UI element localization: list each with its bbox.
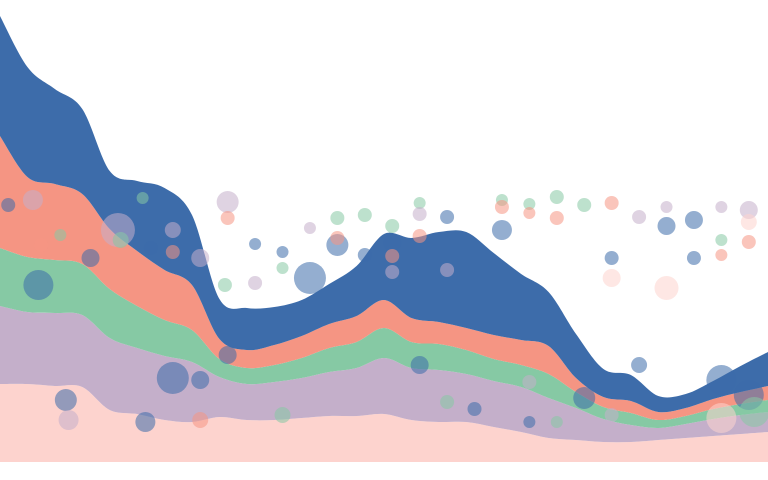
bubble-point-20 bbox=[192, 412, 209, 428]
bubble-point-34 bbox=[330, 231, 345, 245]
bubble-point-46 bbox=[440, 210, 455, 224]
stream-layer-3 bbox=[0, 248, 768, 429]
bubble-point-62 bbox=[604, 196, 619, 210]
bubble-point-75 bbox=[715, 249, 728, 261]
bubble-point-42 bbox=[413, 197, 426, 209]
bubble-point-3 bbox=[22, 190, 43, 210]
bubble-point-36 bbox=[357, 248, 372, 262]
bubble-point-35 bbox=[357, 208, 372, 222]
bubble-point-63 bbox=[604, 251, 619, 265]
bubble-point-16 bbox=[165, 245, 180, 259]
bubble-point-68 bbox=[660, 201, 673, 213]
bubble-point-18 bbox=[191, 249, 210, 267]
bubble-point-76 bbox=[706, 365, 737, 395]
bubble-point-32 bbox=[330, 211, 345, 225]
bubble-point-60 bbox=[577, 198, 592, 212]
bubble-point-5 bbox=[23, 270, 54, 300]
bubble-point-27 bbox=[276, 246, 289, 258]
bubble-point-40 bbox=[385, 249, 400, 263]
bubble-point-9 bbox=[81, 249, 100, 267]
bubble-point-70 bbox=[654, 276, 679, 300]
bubble-point-71 bbox=[686, 251, 701, 265]
bubble-point-24 bbox=[218, 346, 237, 364]
bubble-markers bbox=[1, 190, 768, 433]
bubble-point-48 bbox=[440, 395, 455, 409]
bubble-point-41 bbox=[385, 265, 400, 279]
bubble-point-55 bbox=[522, 375, 537, 389]
bubble-point-6 bbox=[54, 229, 67, 241]
bubble-point-72 bbox=[684, 211, 703, 229]
bubble-point-21 bbox=[216, 191, 239, 213]
bubble-point-15 bbox=[164, 222, 181, 238]
bubble-point-17 bbox=[156, 362, 189, 394]
bubble-point-69 bbox=[657, 217, 676, 235]
bubble-point-51 bbox=[494, 200, 509, 214]
bubble-point-14 bbox=[135, 412, 156, 432]
bubble-point-30 bbox=[293, 262, 326, 294]
bubble-point-66 bbox=[632, 210, 647, 224]
bubble-point-54 bbox=[523, 207, 536, 219]
bubble-point-56 bbox=[523, 416, 536, 428]
bubble-point-57 bbox=[549, 190, 564, 204]
bubble-point-11 bbox=[112, 232, 129, 248]
bubble-point-39 bbox=[383, 234, 402, 252]
bubble-point-4 bbox=[34, 238, 49, 252]
stream-layer-1 bbox=[0, 383, 768, 462]
bubble-point-77 bbox=[706, 403, 737, 433]
bubble-point-80 bbox=[741, 235, 756, 249]
bubble-point-29 bbox=[274, 407, 291, 423]
bubble-point-23 bbox=[217, 278, 232, 292]
bubble-point-58 bbox=[549, 211, 564, 225]
bubble-point-43 bbox=[412, 207, 427, 221]
bubble-point-45 bbox=[410, 356, 429, 374]
bubble-point-44 bbox=[412, 229, 427, 243]
bubble-point-52 bbox=[491, 220, 512, 240]
bubble-point-7 bbox=[54, 389, 77, 411]
bubble-point-19 bbox=[191, 371, 210, 389]
bubble-point-2 bbox=[7, 254, 20, 266]
bubble-point-13 bbox=[143, 241, 158, 255]
bubble-point-65 bbox=[604, 408, 619, 422]
stream-layers bbox=[0, 16, 768, 462]
bubble-point-31 bbox=[303, 222, 316, 234]
bubble-point-59 bbox=[550, 416, 563, 428]
bubble-point-22 bbox=[220, 211, 235, 225]
bubble-point-82 bbox=[739, 397, 768, 427]
bubble-point-73 bbox=[715, 201, 728, 213]
stream-layer-5 bbox=[0, 16, 768, 413]
bubble-point-37 bbox=[355, 371, 374, 389]
bubble-point-26 bbox=[248, 276, 263, 290]
bubble-point-1 bbox=[1, 198, 16, 212]
bubble-point-25 bbox=[249, 238, 262, 250]
bubble-point-47 bbox=[440, 263, 455, 277]
bubble-point-61 bbox=[573, 387, 596, 409]
bubble-point-38 bbox=[385, 219, 400, 233]
bubble-point-74 bbox=[715, 234, 728, 246]
stream-layer-2 bbox=[0, 306, 768, 443]
bubble-point-64 bbox=[602, 269, 621, 287]
bubble-point-8 bbox=[58, 410, 79, 430]
bubble-point-79 bbox=[740, 214, 757, 230]
bubble-point-12 bbox=[136, 192, 149, 204]
bubble-point-53 bbox=[523, 198, 536, 210]
stream-layer-4 bbox=[0, 136, 768, 421]
bubble-point-67 bbox=[631, 357, 648, 373]
bubble-point-28 bbox=[276, 262, 289, 274]
bubble-point-78 bbox=[739, 201, 758, 219]
bubble-point-49 bbox=[467, 402, 482, 416]
